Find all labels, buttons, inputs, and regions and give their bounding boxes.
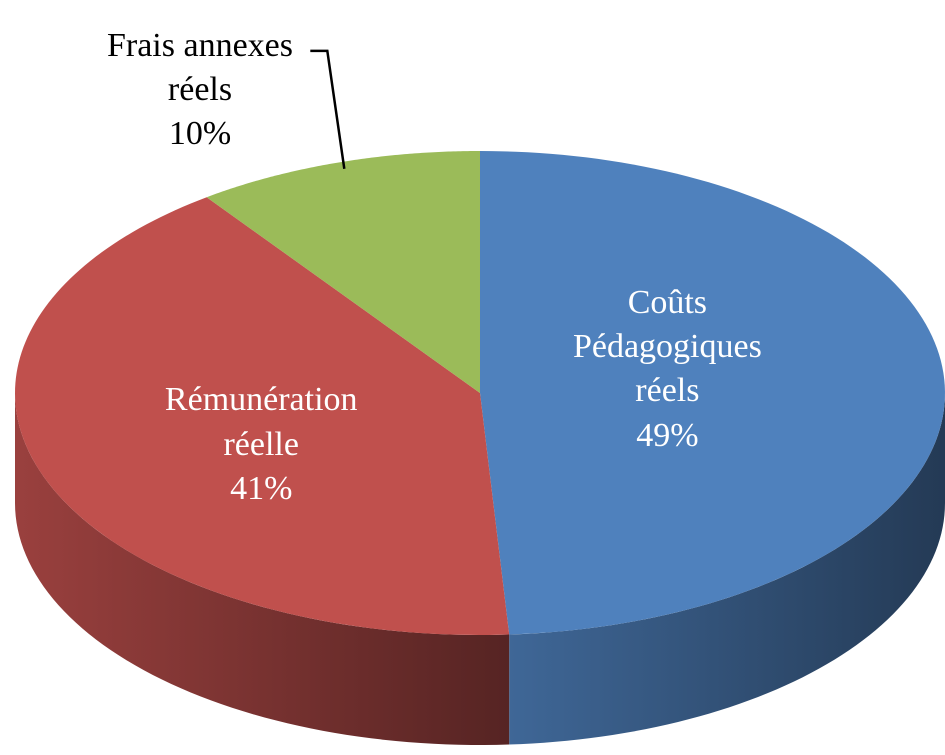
- slice-label: Rémunération réelle 41%: [111, 378, 411, 511]
- pie-slice-side: [509, 393, 945, 745]
- category-label: Rémunération réelle: [164, 381, 358, 463]
- pie-slice: [15, 197, 510, 635]
- category-label: Coûts Pédagogiques réels: [572, 284, 762, 410]
- value-label: 49%: [636, 416, 699, 454]
- pie-slice-side: [15, 393, 510, 745]
- value-label: 10%: [168, 114, 232, 152]
- pie-slice: [206, 151, 480, 393]
- pie-slice: [480, 151, 945, 635]
- value-label: 41%: [230, 469, 293, 507]
- leader-line: [310, 49, 346, 170]
- category-label: Frais annexes réels: [106, 26, 293, 108]
- slice-label: Coûts Pédagogiques réels 49%: [517, 281, 817, 458]
- slice-label: Frais annexes réels 10%: [50, 24, 350, 157]
